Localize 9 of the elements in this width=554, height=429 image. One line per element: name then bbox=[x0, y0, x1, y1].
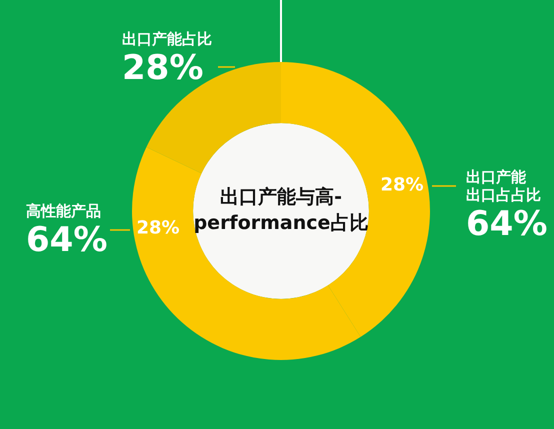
data-label: 28% bbox=[122, 48, 204, 88]
text: 出口产能与高- performance占比 bbox=[194, 186, 368, 234]
slice-label: 出口产能占比 bbox=[122, 30, 212, 48]
slice-label: 出口产能出口占占比 bbox=[466, 168, 541, 204]
text: 28% bbox=[136, 218, 180, 239]
data-label: 64% bbox=[26, 220, 108, 260]
slice-label: 高性能产品 bbox=[26, 202, 101, 220]
text: 28% bbox=[380, 174, 424, 196]
data-label: 64% bbox=[466, 204, 548, 244]
